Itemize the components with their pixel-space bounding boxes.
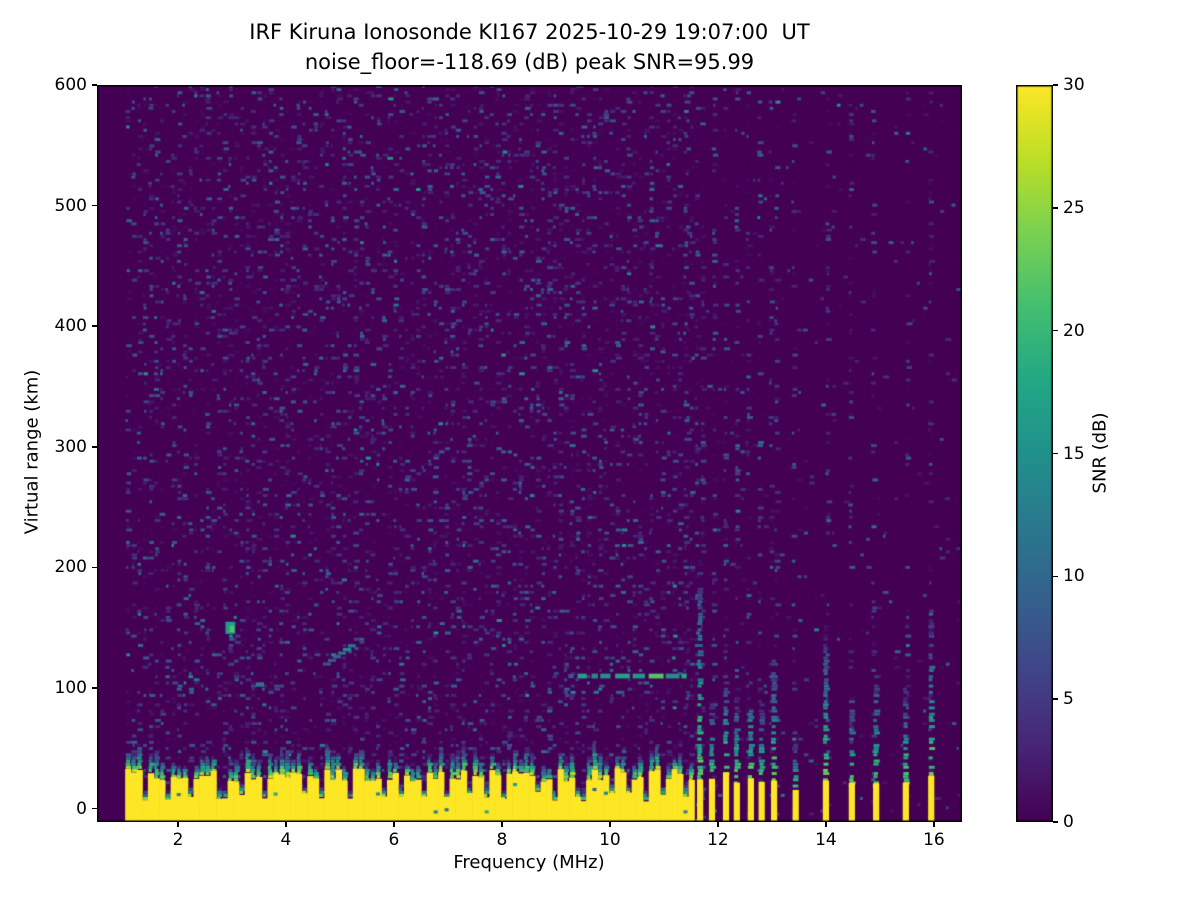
y-tick-mark (92, 204, 97, 207)
x-tick-label: 16 (923, 830, 945, 850)
y-tick-mark (92, 325, 97, 327)
chart-title: IRF Kiruna Ionosonde KI167 2025-10-29 19… (249, 20, 810, 44)
x-tick-label: 2 (172, 830, 184, 850)
y-tick-label: 400 (54, 316, 87, 337)
colorbar-canvas (1016, 85, 1053, 822)
y-tick-mark (92, 807, 97, 810)
x-tick-mark (177, 822, 179, 827)
y-tick-label: 300 (54, 436, 87, 457)
colorbar-tick-label: 5 (1063, 689, 1074, 710)
colorbar-tick-mark (1053, 84, 1058, 86)
y-tick-label: 600 (54, 75, 87, 95)
x-tick-mark (393, 822, 395, 827)
y-tick-label: 500 (54, 195, 87, 216)
colorbar-tick-label: 10 (1063, 566, 1085, 587)
colorbar-tick-mark (1053, 329, 1058, 332)
colorbar-tick-label: 30 (1063, 75, 1085, 95)
y-tick-mark (92, 446, 97, 448)
y-tick-label: 200 (54, 557, 87, 578)
colorbar-tick-label: 20 (1063, 320, 1085, 341)
colorbar-tick-mark (1053, 821, 1058, 823)
colorbar-tick-label: 0 (1063, 812, 1074, 832)
colorbar-tick-mark (1053, 575, 1058, 578)
x-tick-mark (825, 822, 827, 827)
x-tick-mark (501, 822, 503, 827)
x-tick-label: 8 (496, 830, 508, 850)
y-tick-mark (92, 687, 97, 689)
x-tick-label: 6 (388, 830, 400, 850)
x-tick-label: 14 (815, 830, 837, 850)
y-tick-label: 100 (54, 678, 87, 699)
x-tick-label: 12 (707, 830, 729, 850)
ionogram-heatmap-canvas (97, 85, 962, 822)
colorbar-tick-label: 25 (1063, 197, 1085, 218)
x-tick-label: 10 (599, 830, 621, 850)
colorbar-tick-mark (1053, 207, 1058, 209)
y-tick-mark (92, 84, 97, 86)
y-tick-label: 0 (76, 798, 87, 819)
x-axis-label: Frequency (MHz) (453, 852, 605, 873)
y-axis-label: Virtual range (km) (21, 369, 43, 535)
x-tick-label: 4 (280, 830, 292, 850)
x-tick-mark (609, 822, 611, 827)
colorbar-tick-label: 15 (1063, 443, 1085, 464)
colorbar-tick-mark (1053, 452, 1058, 455)
x-tick-mark (285, 822, 287, 827)
colorbar-tick-mark (1053, 698, 1058, 700)
colorbar-label: SNR (dB) (1089, 412, 1111, 494)
chart-subtitle: noise_floor=-118.69 (dB) peak SNR=95.99 (304, 50, 755, 74)
x-tick-mark (717, 822, 719, 827)
x-tick-mark (933, 822, 935, 827)
y-tick-mark (92, 566, 97, 569)
